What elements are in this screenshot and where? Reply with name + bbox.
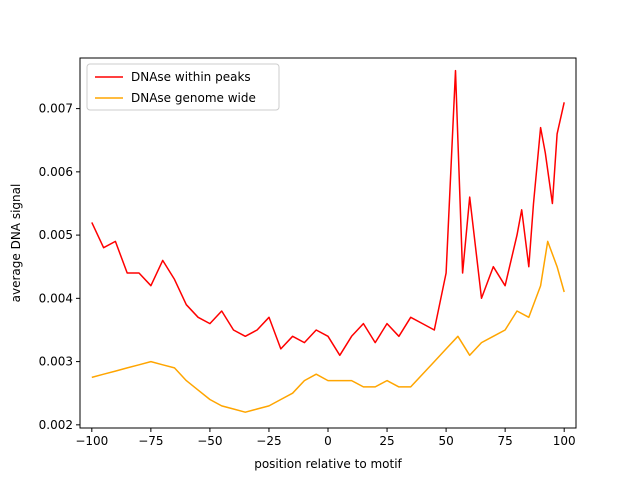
x-tick-label: −25 [256,434,281,448]
x-axis-ticks: −100 −75 −50 −25 0 25 50 75 100 [75,428,576,448]
x-tick-label: 50 [438,434,453,448]
y-tick-label: 0.005 [39,228,73,242]
x-axis-label: position relative to motif [254,457,402,471]
legend-label-1: DNAse within peaks [131,70,251,84]
x-tick-label: −50 [197,434,222,448]
legend-box [86,63,280,111]
x-tick-label: 25 [379,434,394,448]
y-tick-label: 0.004 [39,291,73,305]
series-lines [91,69,565,413]
x-tick-label: 75 [498,434,513,448]
legend-label-2: DNAse genome wide [131,91,256,105]
x-tick-label: −100 [75,434,108,448]
plot-frame [79,57,577,429]
series-line-1 [91,69,565,357]
y-tick-label: 0.003 [39,355,73,369]
x-tick-label: 100 [553,434,576,448]
x-tick-label: −75 [138,434,163,448]
series-line-2 [91,240,565,413]
x-tick-label: 0 [324,434,332,448]
y-axis-ticks: 0.002 0.003 0.004 0.005 0.006 0.007 [39,102,80,432]
y-tick-label: 0.007 [39,102,73,116]
y-axis-label: average DNA signal [9,184,23,303]
legend: DNAse within peaks DNAse genome wide [86,63,280,111]
y-tick-label: 0.006 [39,165,73,179]
y-tick-label: 0.002 [39,418,73,432]
